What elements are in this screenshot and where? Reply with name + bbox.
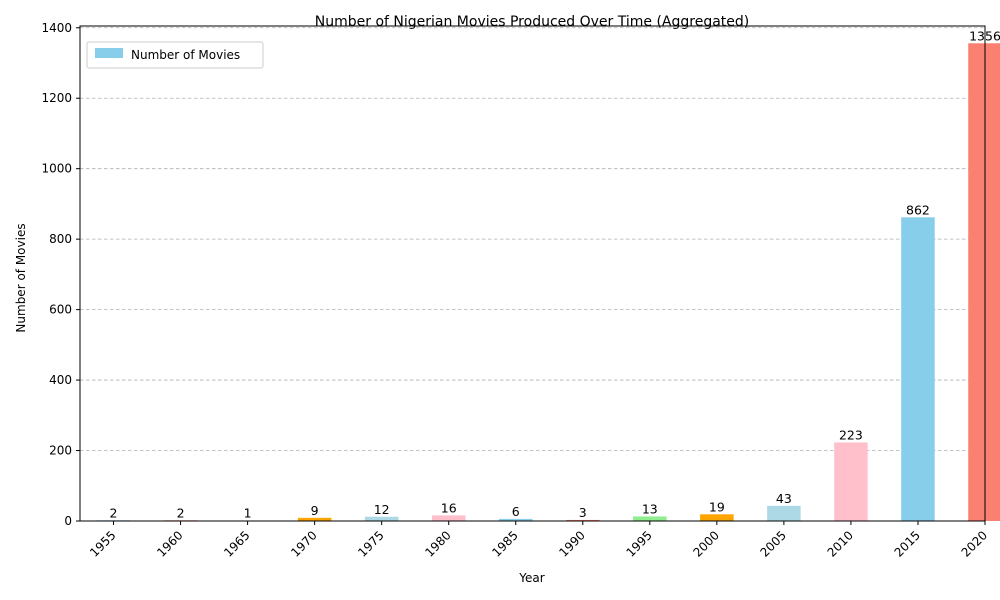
bar-2010 (834, 442, 868, 521)
bar-value-label: 3 (579, 505, 587, 520)
bars (96, 43, 1000, 522)
x-tick-label: 2010 (825, 528, 856, 559)
x-axis-label: Year (518, 571, 544, 585)
y-tick-label: 600 (49, 303, 72, 317)
x-tick-label: 2015 (892, 528, 923, 559)
x-tick-label: 1970 (288, 528, 319, 559)
bar-value-label: 13 (642, 501, 658, 516)
x-tick-label: 1985 (489, 528, 520, 559)
bar-2020 (968, 43, 1000, 522)
plot-frame (79, 25, 986, 522)
y-axis-label: Number of Movies (14, 223, 28, 332)
x-tick-label: 1960 (154, 528, 185, 559)
y-tick-label: 200 (49, 444, 72, 458)
bar-value-label: 9 (311, 503, 319, 518)
x-tick-label: 1965 (221, 528, 252, 559)
x-tick-label: 1990 (556, 528, 587, 559)
y-tick-label: 0 (64, 514, 72, 528)
bar-2000 (700, 514, 734, 521)
legend-box (86, 41, 264, 69)
y-tick-label: 1200 (41, 91, 72, 105)
x-tick-label: 1975 (355, 528, 386, 559)
bar-value-label: 223 (839, 427, 863, 442)
bar-1995 (633, 516, 667, 521)
bar-value-label: 1 (244, 506, 252, 521)
bar-2005 (767, 505, 801, 521)
x-tick-label: 2000 (690, 528, 721, 559)
y-axis-ticks: 0 200 400 600 800 1000 1200 1400 (41, 21, 80, 528)
x-tick-label: 1980 (422, 528, 453, 559)
legend: Number of Movies (86, 41, 264, 69)
bar-1985 (498, 518, 533, 521)
y-tick-label: 1400 (41, 21, 72, 35)
bar-1975 (364, 516, 399, 521)
bar-1990 (566, 519, 600, 521)
y-tick-label: 400 (49, 373, 72, 387)
x-axis-ticks: 1955 1960 1965 1970 1975 1980 1985 1990 1995 2000… (87, 521, 990, 560)
bar-1980 (431, 515, 466, 521)
y-tick-label: 1000 (41, 162, 72, 176)
bar-value-label: 862 (906, 202, 930, 217)
bar-value-label: 16 (441, 500, 457, 515)
x-tick-label: 1955 (87, 528, 118, 559)
bar-value-label: 43 (776, 491, 792, 506)
bar-value-label: 19 (709, 499, 725, 514)
x-tick-label: 2020 (959, 528, 990, 559)
y-tick-label: 800 (49, 232, 72, 246)
x-tick-label: 1995 (623, 528, 654, 559)
bar-value-label: 2 (177, 505, 185, 520)
bar-1970 (297, 517, 332, 521)
legend-swatch (95, 48, 123, 58)
bar-value-label: 6 (512, 504, 520, 519)
bar-2015 (901, 217, 935, 522)
x-tick-label: 2005 (758, 528, 789, 559)
bar-value-label: 2 (110, 505, 118, 520)
bar-value-label: 12 (374, 502, 390, 517)
legend-label: Number of Movies (131, 48, 240, 62)
